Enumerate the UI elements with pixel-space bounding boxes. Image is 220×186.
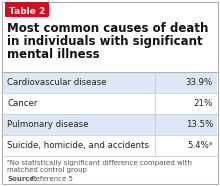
Text: 5.4%ᵃ: 5.4%ᵃ bbox=[188, 141, 213, 150]
Text: Cardiovascular disease: Cardiovascular disease bbox=[7, 78, 107, 87]
Text: Cancer: Cancer bbox=[7, 99, 37, 108]
Text: in individuals with significant: in individuals with significant bbox=[7, 35, 203, 48]
Text: Most common causes of death: Most common causes of death bbox=[7, 22, 208, 35]
Text: ᵃNo statistically significant difference compared with: ᵃNo statistically significant difference… bbox=[7, 160, 192, 166]
Bar bbox=[3, 114, 217, 135]
Text: 21%: 21% bbox=[194, 99, 213, 108]
Text: Table 2: Table 2 bbox=[9, 7, 45, 15]
FancyBboxPatch shape bbox=[5, 2, 49, 17]
Text: 33.9%: 33.9% bbox=[186, 78, 213, 87]
Bar bbox=[3, 135, 217, 156]
Bar bbox=[3, 93, 217, 114]
Text: 13.5%: 13.5% bbox=[186, 120, 213, 129]
Text: matched control group: matched control group bbox=[7, 167, 87, 173]
Text: Reference 5: Reference 5 bbox=[29, 176, 73, 182]
Bar bbox=[3, 72, 217, 93]
Text: Source:: Source: bbox=[7, 176, 37, 182]
Text: Pulmonary disease: Pulmonary disease bbox=[7, 120, 88, 129]
Text: mental illness: mental illness bbox=[7, 48, 100, 61]
Text: Suicide, homicide, and accidents: Suicide, homicide, and accidents bbox=[7, 141, 149, 150]
